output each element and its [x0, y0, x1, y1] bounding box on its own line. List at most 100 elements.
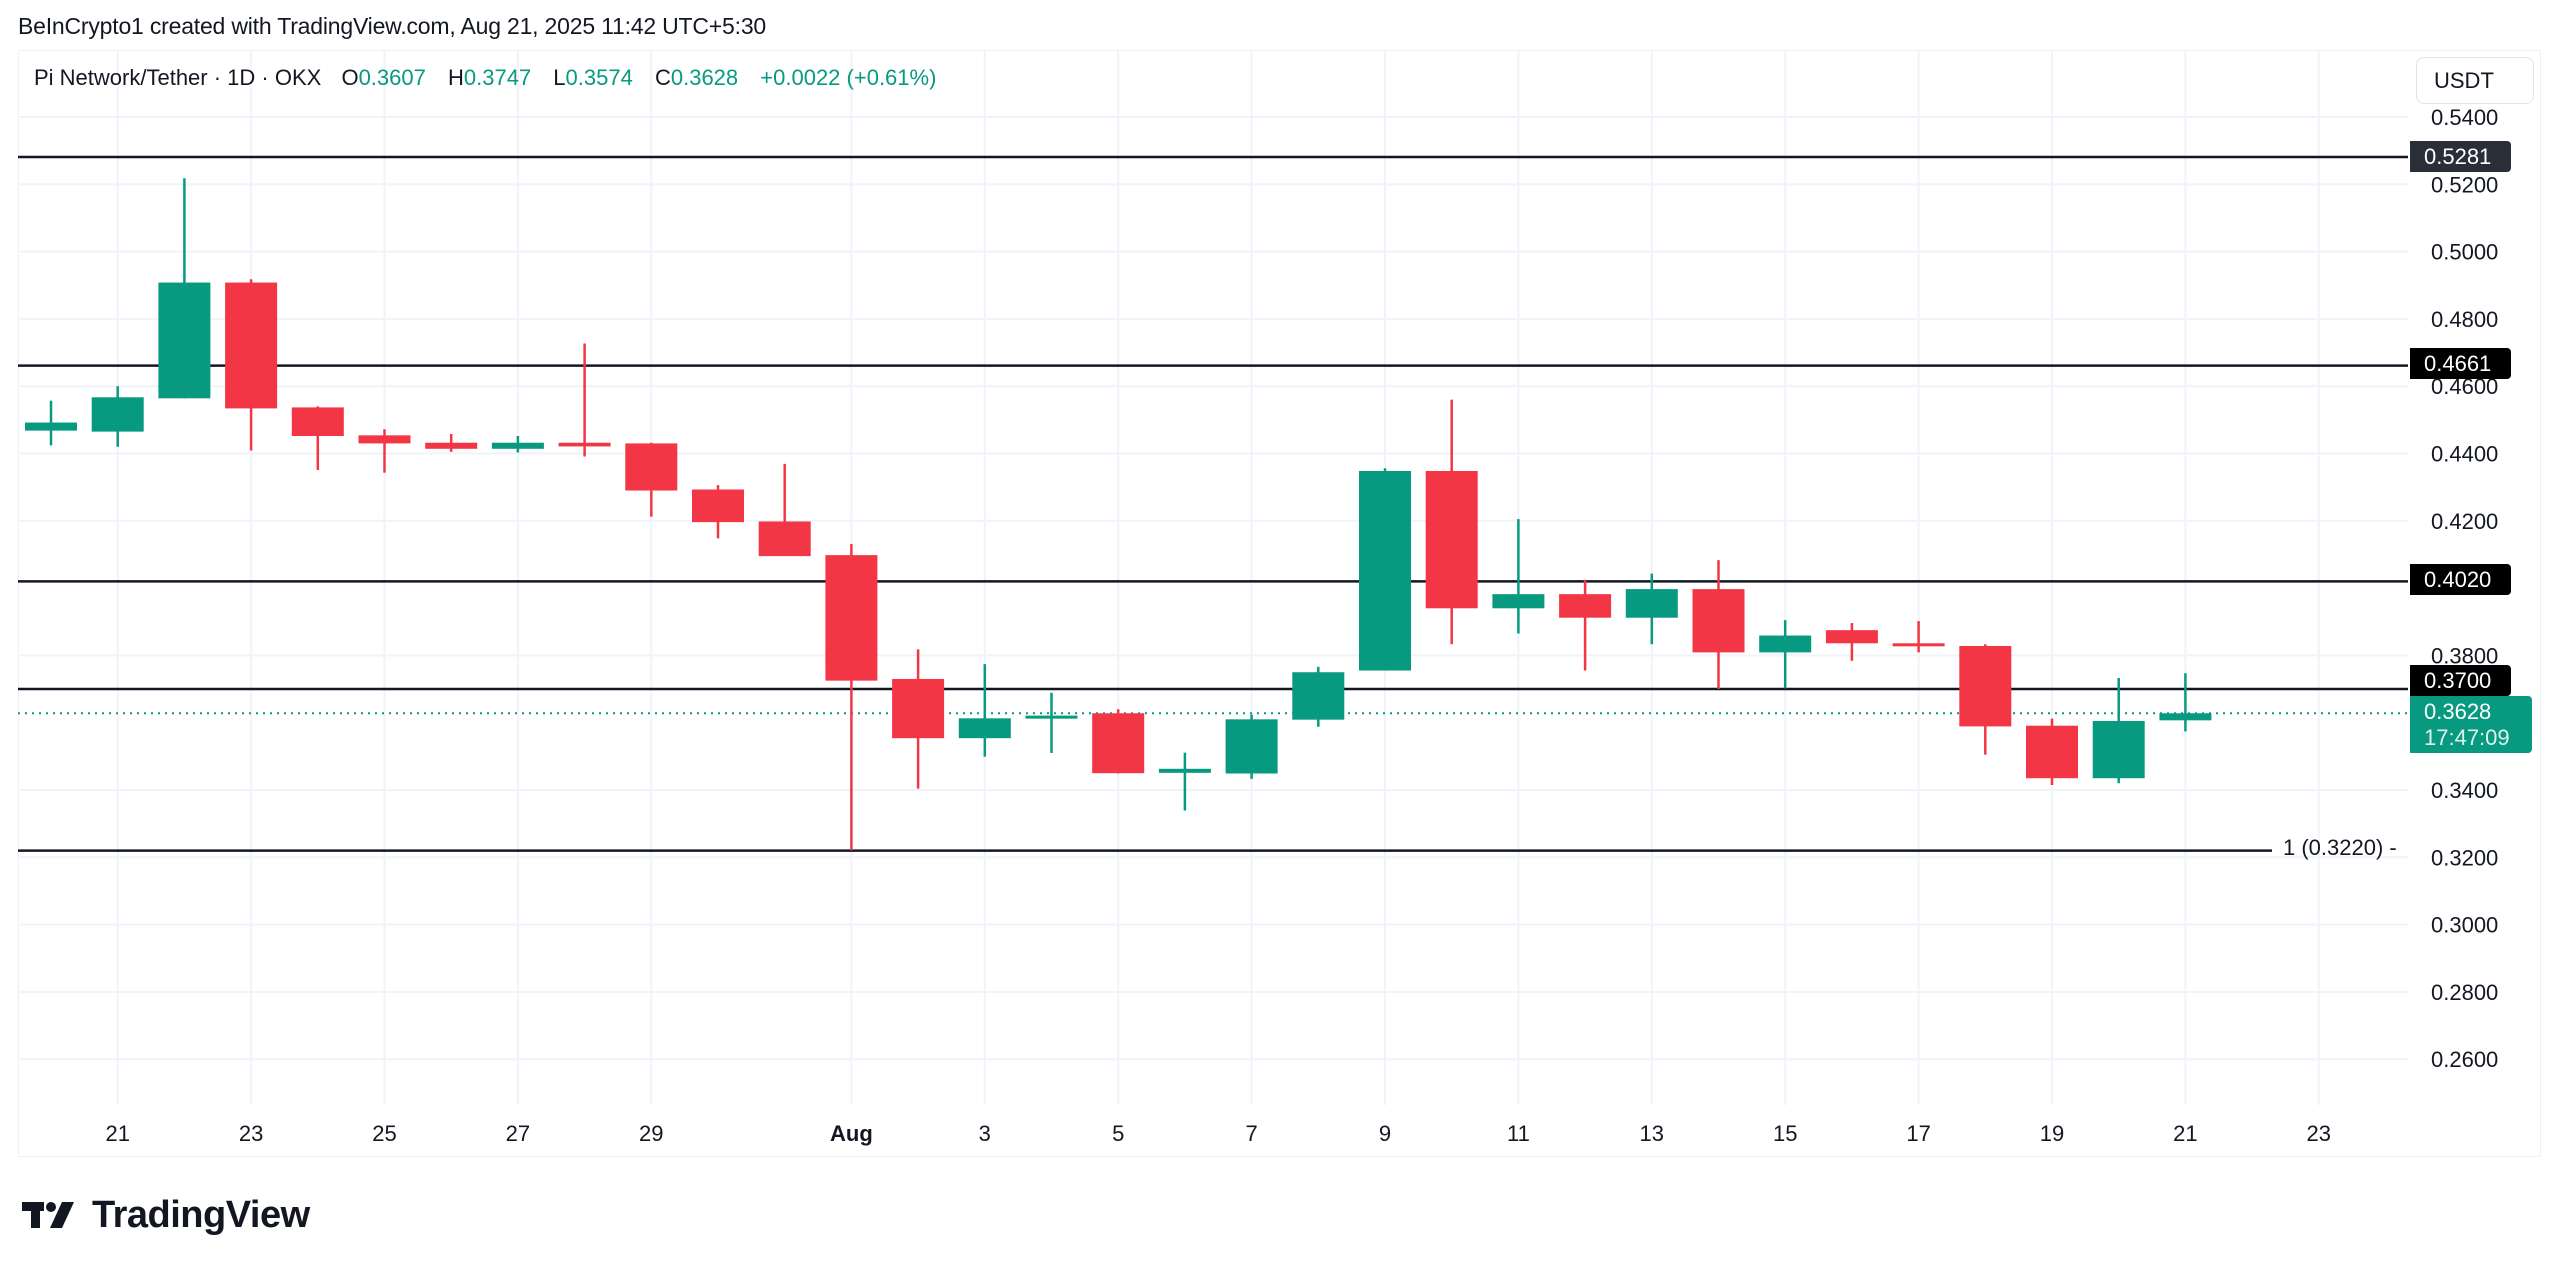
candle: [692, 485, 744, 539]
candle-body: [825, 555, 878, 681]
candle: [1025, 692, 1078, 753]
tradingview-logo[interactable]: TradingView: [22, 1193, 310, 1237]
candle: [225, 279, 278, 451]
price-tick-label: 0.3800: [2431, 643, 2498, 668]
bar-countdown: 17:47:09: [2424, 725, 2510, 750]
chart-caption: BeInCrypto1 created with TradingView.com…: [18, 13, 767, 39]
candle-body: [2159, 713, 2212, 721]
time-tick-label: 25: [372, 1121, 396, 1146]
candle: [1425, 399, 1478, 645]
candle: [758, 463, 811, 557]
candle-body: [1359, 470, 1411, 671]
grid-lines: [18, 50, 2408, 1105]
candle: [958, 664, 1011, 757]
candle-body: [1825, 630, 1878, 644]
high-value: 0.3747: [463, 65, 532, 90]
candle-body: [1625, 589, 1678, 618]
candle: [91, 386, 144, 447]
symbol-legend: Pi Network/Tether · 1D · OKX O0.3607 H0.…: [34, 65, 952, 91]
candle: [1492, 519, 1545, 634]
candle: [1692, 560, 1745, 690]
time-tick-label: 27: [506, 1121, 530, 1146]
price-tick-label: 0.3200: [2431, 845, 2498, 870]
candle-body: [1492, 594, 1545, 609]
tradingview-logo-text: TradingView: [92, 1193, 310, 1236]
candle: [1292, 666, 1345, 727]
candle-body: [1425, 470, 1478, 609]
candle: [1825, 623, 1878, 661]
current-price-label: 0.3628 17:47:09: [2410, 696, 2532, 753]
time-tick-label: 17: [1906, 1121, 1930, 1146]
candle-body: [1759, 635, 1812, 653]
price-label-0.4661: 0.4661: [2410, 348, 2511, 379]
candle-body: [2026, 725, 2078, 779]
candle: [1559, 579, 1612, 671]
candle-body: [1292, 672, 1345, 720]
candle: [1158, 752, 1211, 811]
time-tick-label: 15: [1773, 1121, 1797, 1146]
price-tick-label: 0.2600: [2431, 1047, 2498, 1072]
candle: [625, 442, 678, 517]
candle: [1092, 709, 1145, 774]
candle: [825, 544, 878, 851]
currency-unit-button[interactable]: USDT: [2416, 57, 2534, 104]
price-tick-label: 0.5400: [2431, 105, 2498, 130]
candle: [25, 400, 77, 446]
candle-body: [1025, 715, 1078, 719]
candle-body: [1892, 643, 1945, 647]
low-label: L: [553, 65, 566, 90]
time-axis[interactable]: 21 23 25 27 29 Aug 3 5 7 9 11 13 15 17 19 21 23: [105, 1121, 2331, 1146]
low-value: 0.3574: [565, 65, 633, 90]
candle: [2092, 677, 2145, 784]
tradingview-logo-icon: [22, 1202, 74, 1228]
candle-body: [958, 718, 1011, 739]
candle: [358, 429, 411, 473]
candle: [1625, 573, 1678, 645]
open-value: 0.3607: [358, 65, 426, 90]
price-tick-label: 0.4800: [2431, 307, 2498, 332]
candle-body: [158, 282, 211, 399]
current-price-value: 0.3628: [2424, 699, 2492, 724]
candle-body: [625, 443, 678, 491]
candle-body: [291, 407, 344, 437]
candle: [2026, 718, 2078, 785]
close-value: 0.3628: [670, 65, 739, 90]
time-tick-label: 19: [2040, 1121, 2064, 1146]
candle-body: [558, 442, 611, 447]
price-tick-label: 0.3400: [2431, 778, 2498, 803]
time-tick-label: 21: [105, 1121, 129, 1146]
time-tick-label: 21: [2173, 1121, 2197, 1146]
candle-body: [358, 435, 411, 444]
time-tick-label: 7: [1245, 1121, 1257, 1146]
candle: [1759, 620, 1812, 689]
candle: [491, 436, 544, 453]
candle: [158, 178, 211, 399]
price-tick-label: 0.4400: [2431, 442, 2498, 467]
fib-level-label: 1 (0.3220) -: [2283, 835, 2397, 860]
time-tick-label: 23: [239, 1121, 263, 1146]
time-tick-label: 13: [1640, 1121, 1664, 1146]
candle-body: [892, 678, 945, 739]
symbol-title[interactable]: Pi Network/Tether · 1D · OKX: [34, 65, 322, 90]
candle: [2159, 673, 2212, 732]
price-tick-label: 0.5000: [2431, 240, 2498, 265]
candle: [291, 406, 344, 470]
price-tick-label: 0.5200: [2431, 172, 2498, 197]
price-label-0.5281: 0.5281: [2410, 141, 2511, 172]
close-label: C: [654, 65, 671, 90]
candle-body: [425, 442, 478, 449]
candle: [892, 649, 945, 789]
time-tick-label: Aug: [830, 1121, 873, 1146]
chart-frame: [18, 50, 2541, 1157]
time-tick-label: 29: [639, 1121, 663, 1146]
change-value: +0.0022 (+0.61%): [760, 65, 937, 90]
candle-body: [91, 397, 144, 432]
candle: [1959, 644, 2012, 755]
time-tick-label: 11: [1507, 1121, 1530, 1146]
price-label-0.3700: 0.3700: [2410, 665, 2511, 696]
candle-body: [1959, 645, 2012, 727]
candle-body: [225, 282, 278, 409]
price-axis[interactable]: 0.54000.52000.50000.48000.46000.44000.42…: [2431, 105, 2498, 1072]
time-tick-label: 23: [2307, 1121, 2331, 1146]
